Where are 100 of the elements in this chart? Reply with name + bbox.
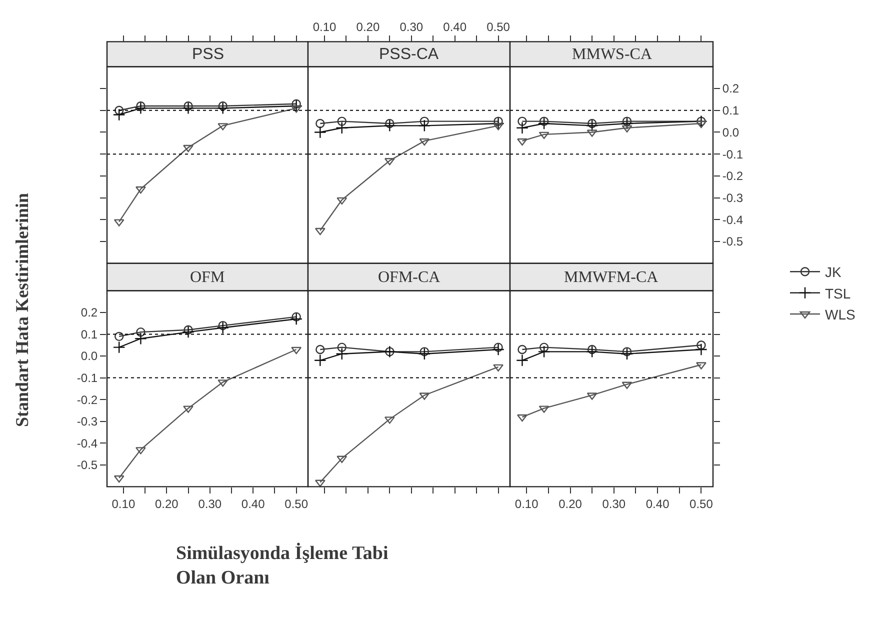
point — [494, 116, 503, 126]
y-tick-label: -0.2 — [76, 392, 98, 407]
point — [114, 475, 124, 483]
chart-title: PSS — [192, 46, 224, 63]
point — [292, 312, 301, 322]
point — [420, 116, 430, 126]
text: 0.40 — [443, 20, 467, 34]
point — [492, 117, 504, 130]
legend-label: JK — [825, 264, 842, 280]
legend-label: TSL — [825, 285, 851, 302]
y-tick-label: 0.1 — [722, 104, 740, 118]
x-tick-label: 0.20 — [558, 497, 582, 512]
y-tick-label: -0.4 — [76, 436, 98, 450]
point — [494, 342, 503, 352]
point — [586, 345, 598, 358]
y-tick-label: 0.1 — [80, 327, 98, 342]
point — [182, 326, 194, 338]
point — [385, 118, 394, 128]
point — [218, 101, 228, 111]
text: 0.20 — [356, 20, 380, 34]
point — [218, 320, 228, 330]
point — [539, 342, 549, 352]
point — [493, 364, 504, 372]
point — [291, 346, 302, 354]
text: 0.50 — [486, 20, 510, 34]
point — [316, 344, 325, 354]
point — [620, 348, 634, 360]
point — [316, 118, 325, 128]
point — [114, 332, 124, 342]
point — [314, 126, 326, 138]
y-tick-label: -0.5 — [76, 458, 98, 472]
y-tick-label: -0.1 — [76, 371, 98, 386]
point — [587, 344, 597, 354]
y-axis-title: Standart Hata Kestirimlerinin — [12, 193, 32, 427]
point — [622, 347, 632, 356]
point — [493, 123, 504, 130]
point — [336, 197, 348, 205]
point — [517, 414, 528, 422]
point — [695, 343, 708, 356]
point — [314, 354, 326, 367]
x-tick-label: 0.40 — [646, 497, 670, 512]
point — [136, 186, 146, 194]
point — [134, 102, 147, 114]
y-tick-label: -0.1 — [722, 147, 744, 162]
point — [418, 119, 431, 132]
chart-title: MMWFM-CA — [564, 269, 659, 286]
point — [216, 322, 230, 334]
point — [216, 102, 230, 114]
point — [184, 101, 193, 111]
point — [183, 144, 194, 152]
point — [182, 102, 194, 114]
x-tick-label: 0.20 — [154, 497, 179, 512]
y-tick-label: 0.0 — [722, 125, 740, 140]
chart-title: OFM — [190, 269, 225, 286]
point — [516, 354, 528, 367]
x-axis-title: Simülasyonda İşleme Tabi Olan Oranı — [176, 542, 388, 589]
point — [290, 312, 303, 326]
chart-title: OFM-CA — [378, 269, 441, 286]
point — [314, 228, 326, 236]
point — [112, 108, 126, 121]
y-tick-label: -0.3 — [76, 414, 98, 429]
x-tick-label: 0.40 — [241, 497, 266, 512]
point — [184, 325, 193, 334]
y-tick-label: 0.0 — [80, 349, 98, 364]
y-tick-label: 0.2 — [722, 82, 740, 96]
point — [292, 99, 301, 108]
point — [383, 119, 396, 132]
point — [538, 345, 550, 358]
text: 0.10 — [312, 20, 336, 34]
point — [136, 327, 146, 337]
point — [420, 347, 430, 356]
legend-label: WLS — [825, 306, 856, 322]
point — [419, 138, 430, 146]
y-tick-label: -0.4 — [722, 212, 744, 227]
point — [114, 106, 124, 115]
y-tick-label: -0.5 — [722, 234, 744, 249]
text: 0.30 — [400, 20, 424, 34]
point — [418, 348, 431, 360]
point — [336, 122, 348, 134]
point — [290, 100, 303, 112]
y-tick-label: -0.3 — [722, 190, 744, 205]
point — [183, 406, 194, 413]
chart-title: MMWS-CA — [572, 46, 652, 63]
point — [337, 342, 346, 352]
x-tick-label: 0.10 — [112, 497, 136, 512]
chart-title: PSS-CA — [379, 46, 439, 63]
y-tick-label: -0.2 — [722, 169, 744, 184]
point — [112, 341, 126, 354]
point — [136, 447, 146, 454]
point — [136, 101, 146, 111]
point — [337, 116, 346, 126]
point — [134, 332, 147, 345]
x-tick-label: 0.30 — [198, 497, 222, 512]
x-tick-label: 0.30 — [602, 497, 626, 512]
x-tick-label: 0.10 — [514, 497, 539, 512]
point — [336, 348, 348, 360]
y-tick-label: 0.2 — [80, 306, 98, 320]
point — [492, 343, 504, 356]
x-tick-label: 0.50 — [284, 497, 308, 512]
x-tick-label: 0.50 — [690, 497, 714, 512]
